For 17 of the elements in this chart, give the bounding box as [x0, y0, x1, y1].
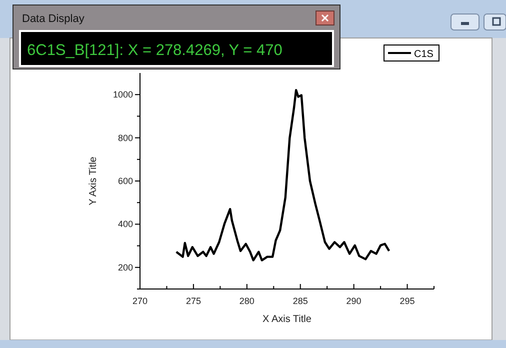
y-tick-label: 600 [118, 176, 133, 186]
y-tick-label: 200 [118, 262, 133, 272]
line-series [175, 88, 390, 262]
y-tick-label: 1000 [112, 90, 133, 100]
x-tick-label: 275 [186, 296, 201, 306]
y-tick-label: 800 [118, 132, 133, 143]
y-tick-label: 400 [118, 219, 133, 230]
text: Data Display [22, 13, 85, 25]
x-tick-label: 295 [400, 296, 415, 306]
x-tick-label: 290 [346, 296, 362, 306]
x-tick-label: 280 [239, 296, 254, 306]
x-tick-label: 285 [292, 296, 308, 306]
legend-label: C1S [414, 49, 434, 60]
x-tick-label: 270 [132, 296, 148, 306]
y-axis-title: Y Axis Title [88, 156, 99, 206]
x-axis-title: X Axis Title [262, 314, 312, 325]
text: 6C1S_B[121]: X = 278.4269, Y = 470 [27, 42, 283, 59]
